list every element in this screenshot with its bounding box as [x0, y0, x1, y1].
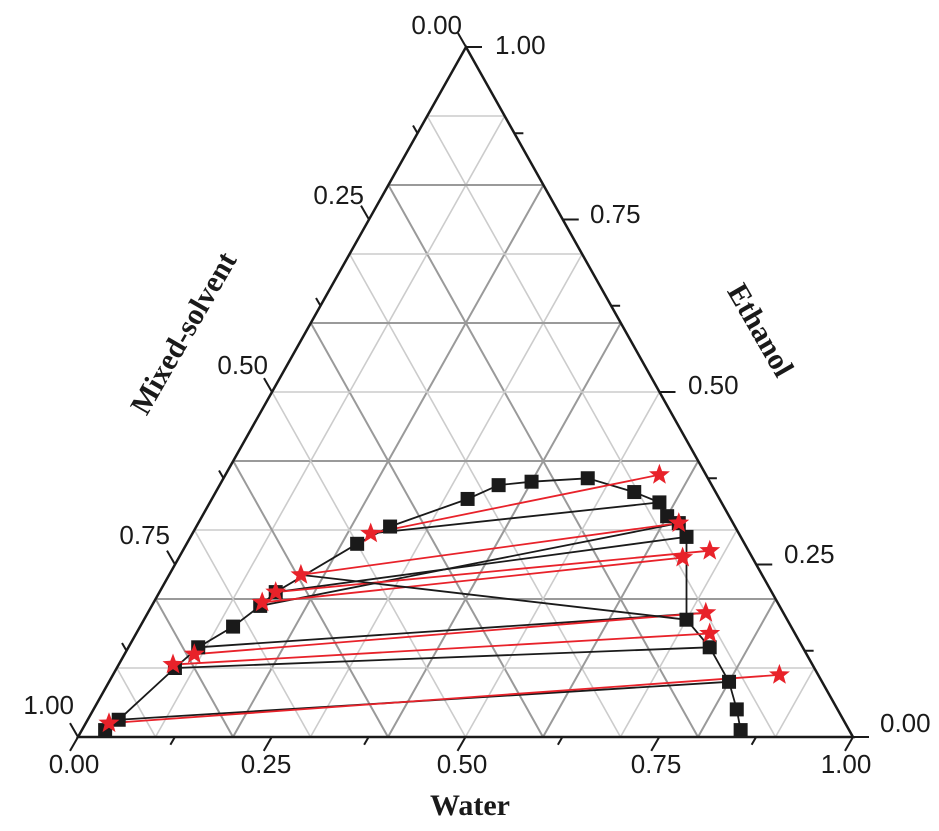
tie-line: [194, 611, 706, 656]
left-tick: [218, 469, 225, 479]
bottom-tick: [750, 736, 757, 746]
star-marker: [769, 663, 790, 684]
square-marker: [733, 723, 748, 738]
star-marker: [98, 712, 120, 733]
right-tick-label: 0.50: [688, 370, 739, 400]
right-tick-label: 0.75: [590, 199, 641, 229]
bottom-tick: [363, 736, 370, 746]
left-tick-label: 0.25: [313, 180, 364, 210]
grid-line: [348, 253, 622, 738]
star-marker: [695, 601, 717, 622]
left-tick: [360, 205, 370, 221]
left-tick: [457, 32, 467, 48]
grid-line: [426, 115, 777, 738]
square-marker: [460, 491, 475, 506]
grid-line: [309, 253, 583, 738]
star-marker: [699, 622, 721, 643]
square-marker: [627, 485, 642, 500]
square-marker: [491, 478, 506, 493]
bottom-tick-label: 0.00: [49, 749, 100, 779]
grid-line: [271, 391, 467, 738]
grid-line: [232, 460, 389, 738]
square-marker: [383, 519, 398, 534]
star-marker: [265, 581, 287, 601]
star-marker: [290, 563, 312, 584]
left-tick-label: 0.50: [217, 350, 268, 380]
tie-line: [174, 646, 710, 669]
bottom-tick: [169, 736, 176, 746]
square-marker: [652, 495, 667, 510]
tie-line: [370, 473, 660, 535]
tie-line: [108, 674, 780, 725]
square-marker: [679, 529, 694, 544]
square-marker: [524, 474, 539, 489]
bottom-tick: [650, 736, 661, 752]
bottom-tick: [456, 736, 467, 752]
grid-line: [697, 598, 777, 738]
right-tick-label: 0.25: [784, 539, 835, 569]
star-marker: [668, 512, 690, 532]
tie-line: [260, 522, 679, 607]
square-marker: [226, 619, 241, 634]
axis-ticks: [69, 32, 869, 752]
square-marker: [111, 712, 126, 727]
bottom-axis-title: Water: [430, 789, 510, 822]
star-marker: [699, 539, 721, 560]
star-marker: [162, 653, 184, 674]
left-tick: [263, 377, 273, 393]
data-markers: [98, 463, 790, 738]
bottom-tick-label: 0.75: [631, 749, 682, 779]
tie-lines: [108, 473, 780, 725]
star-marker: [649, 463, 670, 484]
tie-line: [198, 611, 706, 649]
left-tick: [315, 297, 322, 307]
right-tick-label: 1.00: [495, 30, 546, 60]
left-tick-label: 0.75: [119, 520, 170, 550]
right-axis-title: Ethanol: [721, 278, 800, 383]
bottom-tick: [844, 736, 854, 752]
square-marker: [580, 471, 595, 486]
star-marker: [360, 522, 382, 543]
grid-line: [774, 667, 815, 738]
left-tick: [166, 550, 176, 566]
left-axis-title: Mixed-solvent: [124, 246, 243, 420]
bottom-tick-label: 0.25: [241, 749, 292, 779]
bottom-tick: [69, 736, 79, 752]
bottom-tick: [262, 736, 273, 752]
star-marker: [183, 643, 205, 664]
left-tick-labels: 0.00 0.25 0.50 0.75 1.00: [23, 10, 462, 720]
left-tick: [121, 642, 128, 652]
bottom-tick-labels: 0.00 0.25 0.50 0.75 1.00: [49, 749, 872, 779]
bottom-tick-label: 0.50: [437, 749, 488, 779]
left-tick-label: 0.00: [411, 10, 462, 40]
left-tick: [412, 124, 419, 134]
star-marker: [251, 591, 273, 612]
square-marker: [702, 640, 717, 655]
left-tick-label: 1.00: [23, 690, 74, 720]
tie-line: [275, 549, 710, 593]
tie-line: [172, 632, 710, 666]
tie-line: [370, 501, 660, 535]
star-marker: [672, 546, 694, 567]
square-marker: [679, 612, 694, 627]
tie-line: [300, 522, 679, 576]
square-marker: [722, 674, 737, 689]
tie-line: [262, 556, 683, 604]
right-tick-label: 0.00: [880, 708, 931, 738]
bottom-tick: [557, 736, 564, 746]
grid-line: [619, 529, 738, 738]
left-tick: [69, 722, 79, 738]
bottom-tick-label: 1.00: [821, 749, 872, 779]
tie-line: [275, 536, 687, 593]
square-marker: [350, 536, 365, 551]
grid-line: [193, 529, 312, 738]
tie-line: [300, 573, 687, 621]
right-tick-labels: 0.00 0.25 0.50 0.75 1.00: [495, 30, 931, 738]
square-marker: [729, 702, 744, 717]
grid-line: [154, 115, 506, 738]
